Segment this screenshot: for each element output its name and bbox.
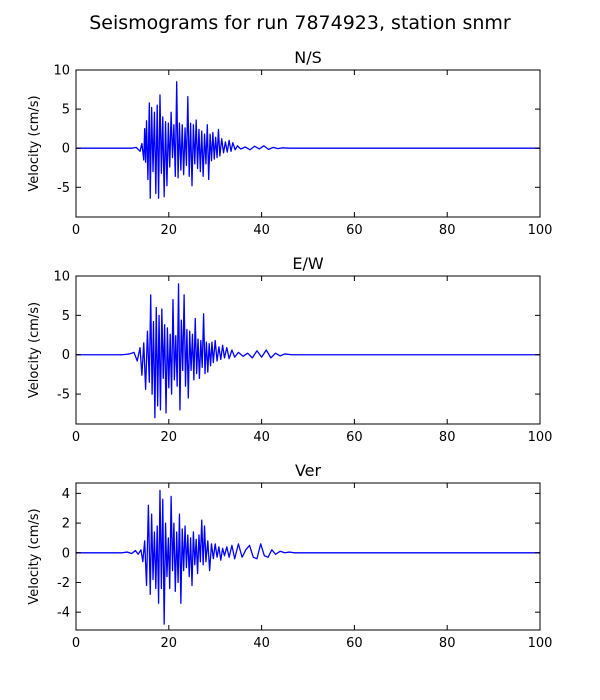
y-tick-label: 10 — [53, 64, 70, 79]
x-tick-label: 100 — [528, 430, 553, 445]
y-tick-label: 2 — [62, 517, 70, 532]
plot-frame-e-w — [75, 275, 541, 425]
y-tick-label: 0 — [62, 348, 70, 363]
panel-title-e-w: E/W — [292, 254, 324, 273]
x-tick-label: 60 — [346, 430, 363, 445]
x-tick-label: 20 — [161, 430, 178, 445]
x-tick-label: 20 — [161, 636, 178, 651]
panel-ver: 0 20 40 60 80 100 -4 -2 0 2 4 Ver Velocity (cm/s) — [27, 461, 552, 651]
y-tick-label: 0 — [62, 142, 70, 157]
x-tick-label: 0 — [72, 223, 80, 238]
x-tick-label: 100 — [528, 636, 553, 651]
y-tick-label: 4 — [62, 487, 70, 502]
plot-frame-ver — [75, 482, 541, 631]
y-tick-label: -5 — [57, 388, 70, 403]
series-line-e-w-0 — [76, 283, 540, 419]
y-axis-label-n-s: Velocity (cm/s) — [27, 95, 42, 191]
x-tick-label: 40 — [253, 223, 270, 238]
y-tick-label: 5 — [62, 103, 70, 118]
x-tick-label: 0 — [72, 636, 80, 651]
y-tick-label: -5 — [57, 181, 70, 196]
x-tick-label: 80 — [439, 430, 456, 445]
x-tick-label: 60 — [346, 636, 363, 651]
x-tick-label: 0 — [72, 430, 80, 445]
panel-title-n-s: N/S — [294, 48, 322, 67]
x-tick-label: 80 — [439, 223, 456, 238]
y-tick-label: -2 — [57, 576, 70, 591]
y-tick-label: -4 — [57, 606, 70, 621]
y-axis-label-ver: Velocity (cm/s) — [27, 508, 42, 604]
x-tick-label: 60 — [346, 223, 363, 238]
figure-title: Seismograms for run 7874923, station snm… — [89, 12, 511, 34]
x-tick-label: 40 — [253, 636, 270, 651]
y-tick-label: 0 — [62, 546, 70, 561]
y-tick-label: 5 — [62, 309, 70, 324]
series-line-n-s-0 — [76, 81, 540, 199]
x-tick-label: 20 — [161, 223, 178, 238]
y-tick-label: 10 — [53, 270, 70, 285]
series-line-ver-0 — [76, 489, 540, 625]
plot-frame-n-s — [75, 69, 541, 218]
x-tick-label: 100 — [528, 223, 553, 238]
panel-e-w: 0 20 40 60 80 100 -5 0 5 10 E/W Velocity (cm/s) — [27, 254, 552, 445]
panel-title-ver: Ver — [295, 461, 322, 480]
y-axis-label-e-w: Velocity (cm/s) — [27, 302, 42, 398]
x-tick-label: 40 — [253, 430, 270, 445]
x-tick-label: 80 — [439, 636, 456, 651]
panel-n-s: 0 20 40 60 80 100 -5 0 5 10 N/S Velocity (cm/s) — [27, 48, 552, 238]
